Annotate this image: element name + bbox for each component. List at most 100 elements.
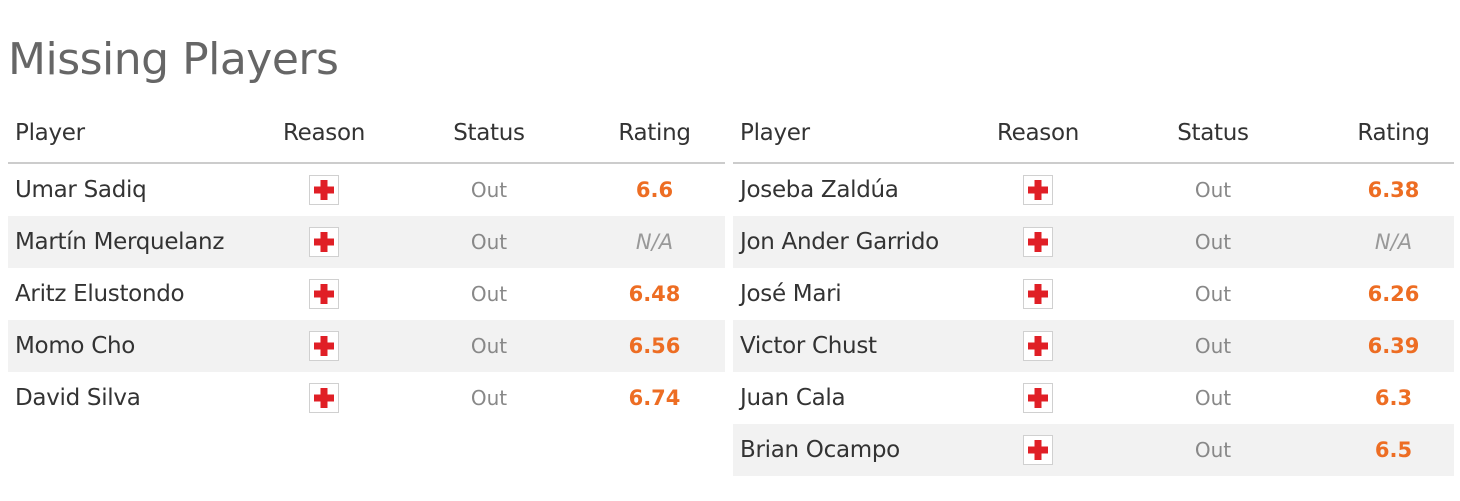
- rating-cell: 6.26: [1333, 268, 1454, 320]
- injury-cross-icon[interactable]: [309, 175, 339, 205]
- rating-value: 6.38: [1367, 178, 1420, 202]
- rating-value: 6.48: [628, 282, 681, 306]
- status-cell: Out: [1093, 424, 1333, 476]
- player-name[interactable]: Brian Ocampo: [740, 437, 900, 463]
- status-cell: Out: [394, 163, 584, 216]
- reason-cell: [254, 372, 394, 424]
- status-text: Out: [1194, 438, 1232, 462]
- column-header-rating[interactable]: Rating: [584, 104, 725, 164]
- status-text: Out: [1194, 282, 1232, 306]
- table-row[interactable]: Martín Merquelanz Out N/A: [8, 216, 725, 268]
- injury-cross-icon[interactable]: [309, 383, 339, 413]
- player-cell: Martín Merquelanz: [8, 216, 254, 268]
- left-team-rows: Umar Sadiq Out 6.6 Martín Merquelanz Out N/A A…: [8, 163, 725, 424]
- injury-cross-icon[interactable]: [309, 331, 339, 361]
- table-row[interactable]: Momo Cho Out 6.56: [8, 320, 725, 372]
- reason-cell: [983, 216, 1093, 268]
- injury-cross-icon[interactable]: [1023, 279, 1053, 309]
- injury-cross-icon[interactable]: [1023, 331, 1053, 361]
- injury-cross-icon[interactable]: [1023, 383, 1053, 413]
- column-header-reason[interactable]: Reason: [983, 104, 1093, 164]
- rating-cell: 6.3: [1333, 372, 1454, 424]
- status-cell: Out: [1093, 163, 1333, 216]
- column-header-reason[interactable]: Reason: [254, 104, 394, 164]
- page-title: Missing Players: [8, 34, 339, 85]
- player-cell: Aritz Elustondo: [8, 268, 254, 320]
- table-header-row: Player Reason Status Rating: [733, 104, 1454, 164]
- player-cell: David Silva: [8, 372, 254, 424]
- reason-cell: [983, 424, 1093, 476]
- player-name[interactable]: David Silva: [15, 385, 141, 411]
- status-cell: Out: [394, 268, 584, 320]
- rating-cell: 6.38: [1333, 163, 1454, 216]
- reason-cell: [254, 268, 394, 320]
- column-header-rating[interactable]: Rating: [1333, 104, 1454, 164]
- injury-cross-icon[interactable]: [309, 279, 339, 309]
- column-header-status[interactable]: Status: [394, 104, 584, 164]
- right-team-rows: Joseba Zaldúa Out 6.38 Jon Ander Garrido Out…: [733, 163, 1454, 476]
- player-name[interactable]: José Mari: [740, 281, 842, 307]
- rating-cell: 6.5: [1333, 424, 1454, 476]
- player-cell: Juan Cala: [733, 372, 983, 424]
- player-name[interactable]: Jon Ander Garrido: [740, 229, 939, 255]
- player-cell: Joseba Zaldúa: [733, 163, 983, 216]
- rating-value: 6.3: [1374, 386, 1413, 410]
- player-cell: Jon Ander Garrido: [733, 216, 983, 268]
- rating-cell: 6.56: [584, 320, 725, 372]
- reason-cell: [983, 268, 1093, 320]
- status-cell: Out: [1093, 372, 1333, 424]
- table-row[interactable]: Aritz Elustondo Out 6.48: [8, 268, 725, 320]
- player-name[interactable]: Victor Chust: [740, 333, 877, 359]
- left-team-missing-table: Player Reason Status Rating Umar Sadiq Ou…: [8, 104, 725, 424]
- player-cell: Momo Cho: [8, 320, 254, 372]
- rating-cell: 6.39: [1333, 320, 1454, 372]
- player-name[interactable]: Umar Sadiq: [15, 177, 147, 203]
- rating-value: 6.74: [628, 386, 681, 410]
- rating-value: N/A: [1374, 230, 1413, 254]
- column-header-player[interactable]: Player: [8, 104, 254, 164]
- rating-cell: 6.74: [584, 372, 725, 424]
- player-name[interactable]: Joseba Zaldúa: [740, 177, 899, 203]
- player-name[interactable]: Aritz Elustondo: [15, 281, 185, 307]
- rating-value: N/A: [635, 230, 674, 254]
- player-name[interactable]: Juan Cala: [740, 385, 846, 411]
- reason-cell: [254, 320, 394, 372]
- reason-cell: [254, 216, 394, 268]
- table-row[interactable]: Juan Cala Out 6.3: [733, 372, 1454, 424]
- injury-cross-icon[interactable]: [1023, 435, 1053, 465]
- rating-value: 6.6: [635, 178, 674, 202]
- status-cell: Out: [1093, 216, 1333, 268]
- rating-value: 6.56: [628, 334, 681, 358]
- status-text: Out: [1194, 334, 1232, 358]
- column-header-player[interactable]: Player: [733, 104, 983, 164]
- status-cell: Out: [394, 372, 584, 424]
- player-name[interactable]: Momo Cho: [15, 333, 136, 359]
- column-header-status[interactable]: Status: [1093, 104, 1333, 164]
- table-row[interactable]: Victor Chust Out 6.39: [733, 320, 1454, 372]
- rating-cell: 6.48: [584, 268, 725, 320]
- table-row[interactable]: Joseba Zaldúa Out 6.38: [733, 163, 1454, 216]
- player-cell: Victor Chust: [733, 320, 983, 372]
- table-row[interactable]: Jon Ander Garrido Out N/A: [733, 216, 1454, 268]
- table-row[interactable]: David Silva Out 6.74: [8, 372, 725, 424]
- status-text: Out: [470, 334, 508, 358]
- rating-cell: N/A: [584, 216, 725, 268]
- table-row[interactable]: Umar Sadiq Out 6.6: [8, 163, 725, 216]
- rating-value: 6.26: [1367, 282, 1420, 306]
- injury-cross-icon[interactable]: [1023, 175, 1053, 205]
- reason-cell: [983, 320, 1093, 372]
- status-text: Out: [1194, 230, 1232, 254]
- player-name[interactable]: Martín Merquelanz: [15, 229, 225, 255]
- reason-cell: [983, 372, 1093, 424]
- rating-cell: N/A: [1333, 216, 1454, 268]
- reason-cell: [983, 163, 1093, 216]
- status-cell: Out: [1093, 320, 1333, 372]
- player-cell: José Mari: [733, 268, 983, 320]
- rating-cell: 6.6: [584, 163, 725, 216]
- rating-value: 6.5: [1374, 438, 1413, 462]
- table-row[interactable]: Brian Ocampo Out 6.5: [733, 424, 1454, 476]
- injury-cross-icon[interactable]: [1023, 227, 1053, 257]
- injury-cross-icon[interactable]: [309, 227, 339, 257]
- status-cell: Out: [1093, 268, 1333, 320]
- table-row[interactable]: José Mari Out 6.26: [733, 268, 1454, 320]
